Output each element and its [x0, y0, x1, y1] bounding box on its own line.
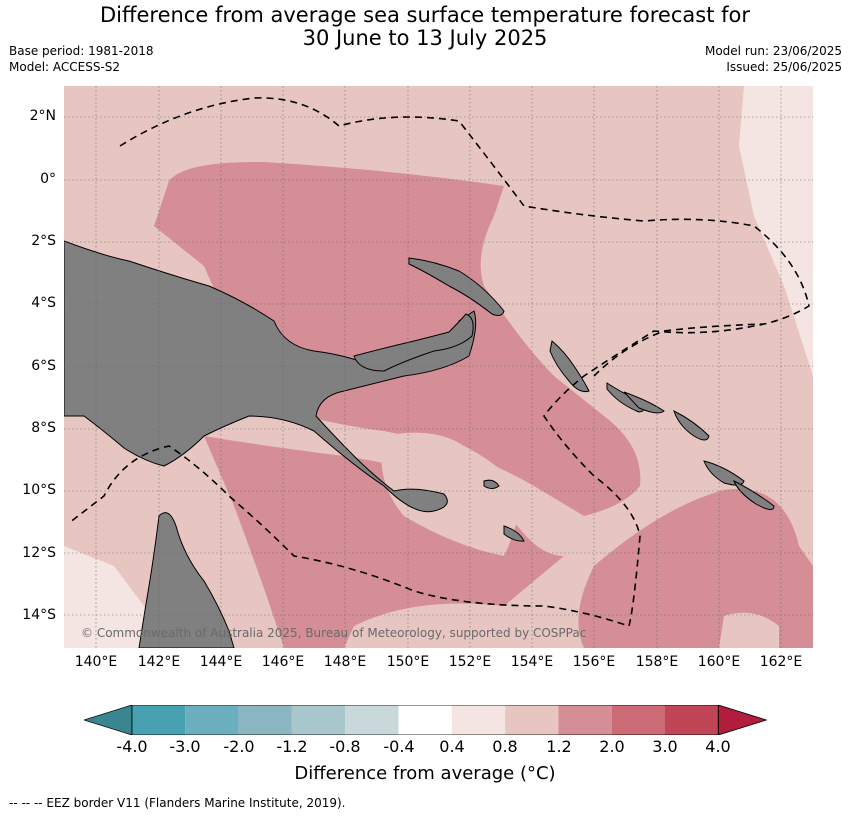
- base-period: Base period: 1981-2018: [9, 44, 154, 58]
- title-line-2: 30 June to 13 July 2025: [302, 26, 548, 50]
- land-malaita: [673, 410, 710, 441]
- colorbar-tick: -0.8: [329, 737, 361, 756]
- lon-label-162e: 162°E: [759, 654, 803, 670]
- colorbar-label: Difference from average (°C): [294, 763, 556, 784]
- lat-label-12s: 12°S: [22, 545, 56, 561]
- lon-label-158e: 158°E: [635, 654, 679, 670]
- colorbar-tick: 4.0: [705, 737, 731, 756]
- lat-label-8s: 8°S: [31, 420, 56, 436]
- colorbar-segment: [238, 705, 292, 735]
- map-svg: [64, 86, 813, 648]
- map-title: Difference from average sea surface temp…: [0, 4, 850, 50]
- colorbar-outline: [131, 705, 719, 735]
- colorbar-over-arrow: [717, 705, 768, 735]
- eez-footnote: -- -- -- EEZ border V11 (Flanders Marine…: [9, 796, 346, 810]
- colorbar-tick: 0.4: [439, 737, 465, 756]
- colorbar-segments: [84, 705, 768, 735]
- land-new-guinea: [64, 240, 477, 513]
- lat-label-0: 0°: [40, 171, 56, 187]
- model-name: Model: ACCESS-S2: [9, 60, 121, 74]
- land-new-ireland: [408, 257, 505, 316]
- colorbar-tick: 1.2: [546, 737, 572, 756]
- colorbar-segment: [505, 705, 559, 735]
- colorbar-segment: [398, 705, 452, 735]
- meta-right: Model run: 23/06/2025 Issued: 25/06/2025: [705, 43, 842, 75]
- colorbar-segment: [558, 705, 612, 735]
- anomaly-zone-moderate-corner: [719, 612, 779, 648]
- colorbar-tick: -3.0: [169, 737, 201, 756]
- model-run: Model run: 23/06/2025: [704, 44, 842, 58]
- lat-label-14s: 14°S: [22, 607, 56, 623]
- meta-left: Base period: 1981-2018 Model: ACCESS-S2: [9, 43, 154, 75]
- land-islands-south: [483, 479, 525, 542]
- lon-label-156e: 156°E: [572, 654, 616, 670]
- colorbar-tick: -1.2: [276, 737, 308, 756]
- lat-label-2s: 2°S: [31, 233, 56, 249]
- lat-label-4s: 4°S: [31, 295, 56, 311]
- anomaly-zone-light-southwest: [64, 546, 154, 648]
- land-makira: [733, 479, 775, 510]
- lat-label-10s: 10°S: [22, 482, 56, 498]
- anomaly-zone-warm-southeast: [578, 488, 813, 648]
- lat-label-2n: 2°N: [29, 108, 56, 124]
- lon-label-150e: 150°E: [386, 654, 430, 670]
- land-cape-york: [138, 512, 235, 648]
- colorbar-segment: [185, 705, 239, 735]
- colorbar-segment: [665, 705, 719, 735]
- lon-label-148e: 148°E: [323, 654, 367, 670]
- lon-label-142e: 142°E: [137, 654, 181, 670]
- colorbar-segment: [132, 705, 186, 735]
- anomaly-zone-warm-southcentral: [204, 436, 564, 648]
- sst-map: [64, 86, 813, 648]
- lat-label-6s: 6°S: [31, 358, 56, 374]
- colorbar-tick: -0.4: [383, 737, 415, 756]
- title-line-1: Difference from average sea surface temp…: [100, 3, 750, 27]
- colorbar-tick: 2.0: [599, 737, 625, 756]
- lon-label-160e: 160°E: [697, 654, 741, 670]
- lon-label-140e: 140°E: [74, 654, 118, 670]
- anomaly-zone-light-east: [739, 86, 813, 376]
- colorbar-tick: -2.0: [223, 737, 255, 756]
- eez-border-png: [68, 97, 810, 628]
- colorbar: [84, 705, 768, 735]
- eez-border-solomons: [593, 323, 765, 377]
- lon-label-152e: 152°E: [448, 654, 492, 670]
- colorbar-under-arrow: [84, 705, 133, 735]
- lon-label-154e: 154°E: [510, 654, 554, 670]
- colorbar-segment: [345, 705, 399, 735]
- colorbar-tick: 3.0: [652, 737, 678, 756]
- colorbar-tick: 0.8: [492, 737, 518, 756]
- anomaly-zone-moderate-patch: [381, 432, 524, 556]
- colorbar-tick: -4.0: [116, 737, 148, 756]
- land-guadalcanal: [703, 460, 745, 486]
- copyright-notice: © Commonwealth of Australia 2025, Bureau…: [81, 626, 587, 640]
- colorbar-segment: [611, 705, 665, 735]
- colorbar-segment: [291, 705, 346, 735]
- land-new-britain: [353, 313, 474, 372]
- anomaly-zone-warm-north: [154, 161, 641, 516]
- lon-label-144e: 144°E: [199, 654, 243, 670]
- graticule: [64, 86, 813, 648]
- land-isabel: [623, 391, 665, 414]
- colorbar-segment: [451, 705, 506, 735]
- issued-date: Issued: 25/06/2025: [726, 60, 842, 74]
- lon-label-146e: 146°E: [261, 654, 305, 670]
